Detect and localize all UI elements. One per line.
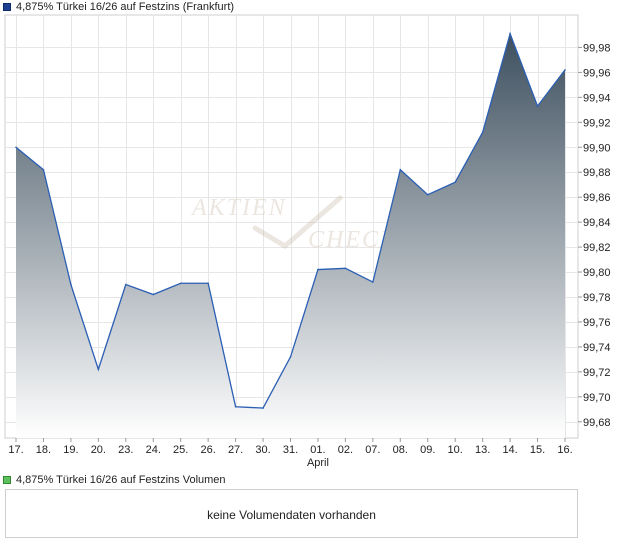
price-point [426, 193, 429, 196]
y-tick-label: 99,74 [583, 342, 611, 354]
volume-empty-message: keine Volumendaten vorhanden [207, 508, 376, 522]
price-point [372, 281, 374, 283]
price-point [399, 168, 402, 171]
x-month-label: April [307, 457, 329, 469]
y-axis: 99,68 99,70 99,72 99,74 99,76 99,78 99,80 99,82… [578, 42, 611, 429]
price-point [262, 407, 264, 409]
price-point [179, 282, 182, 285]
price-point [70, 283, 72, 286]
x-tick-label: 27. [228, 444, 243, 456]
x-tick-label: 13. [475, 444, 490, 456]
price-chart: AKTIEN CHECK 99,6899,7099,7299,7499,7699… [4, 14, 611, 469]
x-tick-label: 10. [448, 444, 463, 456]
y-tick-label: 99,70 [583, 392, 611, 404]
x-tick-label: 17. [8, 444, 23, 456]
x-tick-label: 25. [173, 444, 188, 456]
y-tick-label: 99,98 [583, 42, 611, 54]
price-point [152, 293, 155, 296]
x-tick-label: 14. [502, 444, 517, 456]
price-area [16, 33, 565, 438]
x-tick-label: 31. [283, 444, 298, 456]
price-legend: 4,875% Türkei 16/26 auf Festzins (Frankf… [3, 0, 234, 14]
price-point [481, 131, 484, 134]
x-tick-label: 23. [118, 444, 133, 456]
x-tick-label: 20. [91, 444, 106, 456]
volume-legend-swatch [3, 476, 11, 484]
y-tick-label: 99,76 [583, 317, 611, 329]
series-layer [15, 31, 566, 438]
y-tick-label: 99,84 [583, 217, 611, 229]
y-tick-label: 99,72 [583, 367, 611, 379]
x-tick-label: 24. [146, 444, 161, 456]
x-tick-label: 01. [310, 444, 325, 456]
x-tick-label: 09. [420, 444, 435, 456]
y-tick-label: 99,80 [583, 267, 611, 279]
x-tick-label: 18. [36, 444, 51, 456]
price-legend-swatch [3, 3, 11, 11]
y-tick-label: 99,92 [583, 117, 611, 129]
watermark-text-1: AKTIEN [190, 195, 287, 221]
price-point [536, 105, 539, 107]
x-tick-label: 30. [255, 444, 270, 456]
x-axis: 17. 18. 19. 20. 23. 24. 25. 26. 27. 30. 31. 01. 02. 0… [8, 438, 573, 469]
price-point [234, 406, 237, 408]
y-tick-label: 99,82 [583, 242, 611, 254]
price-point [344, 267, 347, 270]
x-tick-label: 08. [393, 444, 408, 456]
x-tick-label: 26. [201, 444, 216, 456]
price-point [15, 146, 17, 149]
price-point [509, 32, 511, 35]
price-point [42, 168, 45, 171]
y-tick-label: 99,86 [583, 192, 611, 204]
x-tick-label: 15. [530, 444, 545, 456]
x-tick-label: 07. [365, 444, 380, 456]
aktiencheck-watermark: AKTIEN CHECK [190, 195, 396, 253]
price-point [289, 356, 292, 358]
y-tick-label: 99,90 [583, 142, 611, 154]
volume-legend-label: 4,875% Türkei 16/26 auf Festzins Volumen [16, 474, 226, 486]
watermark-check-icon [252, 195, 343, 250]
price-point [564, 69, 566, 71]
price-point [125, 283, 127, 286]
y-tick-label: 99,94 [583, 92, 611, 104]
price-point [207, 282, 209, 285]
volume-legend: 4,875% Türkei 16/26 auf Festzins Volumen [3, 473, 226, 487]
y-tick-label: 99,96 [583, 67, 611, 79]
x-tick-label: 19. [63, 444, 78, 456]
y-tick-label: 99,78 [583, 292, 611, 304]
x-tick-label: 16. [557, 444, 572, 456]
price-legend-label: 4,875% Türkei 16/26 auf Festzins (Frankf… [16, 1, 235, 13]
price-point [454, 181, 457, 184]
volume-panel: keine Volumendaten vorhanden [5, 489, 578, 538]
y-tick-label: 99,88 [583, 167, 611, 179]
y-tick-label: 99,68 [583, 417, 611, 429]
price-point [97, 368, 100, 371]
price-point [317, 268, 319, 271]
x-tick-label: 02. [338, 444, 353, 456]
